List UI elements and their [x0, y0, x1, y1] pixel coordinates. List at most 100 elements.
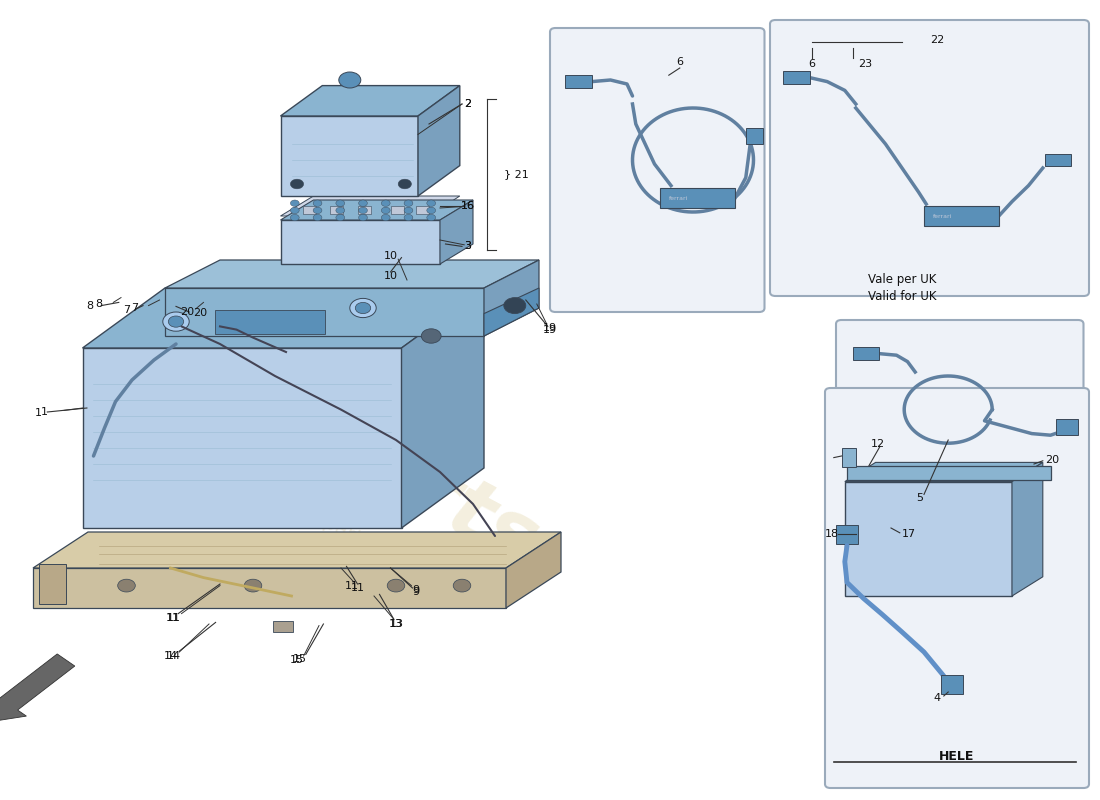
Text: 15: 15 — [290, 655, 304, 665]
Text: 23: 23 — [858, 59, 872, 69]
Text: 6: 6 — [808, 59, 815, 69]
Bar — [783, 71, 810, 84]
Polygon shape — [82, 288, 484, 348]
FancyBboxPatch shape — [770, 20, 1089, 296]
Text: 9: 9 — [412, 587, 419, 597]
Polygon shape — [1012, 462, 1043, 596]
Circle shape — [290, 214, 299, 221]
Text: 4: 4 — [934, 693, 940, 702]
Circle shape — [427, 214, 436, 221]
Text: 1: 1 — [41, 407, 47, 417]
Text: ferrari: ferrari — [669, 196, 689, 201]
Text: 18: 18 — [825, 530, 839, 539]
Bar — [390, 206, 404, 214]
Circle shape — [336, 207, 344, 214]
Text: 19: 19 — [543, 325, 557, 334]
Bar — [273, 621, 293, 632]
Text: 13: 13 — [389, 619, 403, 629]
Circle shape — [336, 200, 344, 206]
Bar — [1045, 154, 1071, 166]
Bar — [302, 206, 316, 214]
Polygon shape — [33, 532, 561, 568]
Circle shape — [359, 200, 367, 206]
Circle shape — [504, 298, 526, 314]
Bar — [1056, 419, 1078, 435]
Polygon shape — [418, 86, 460, 196]
Text: 1: 1 — [35, 408, 42, 418]
Circle shape — [339, 72, 361, 88]
Bar — [416, 206, 429, 214]
Polygon shape — [280, 116, 418, 196]
Text: 11: 11 — [167, 613, 180, 622]
Text: 16: 16 — [461, 202, 474, 211]
Polygon shape — [484, 288, 539, 336]
Bar — [836, 525, 858, 544]
Text: ferrari: ferrari — [933, 214, 953, 218]
Circle shape — [244, 579, 262, 592]
Circle shape — [427, 200, 436, 206]
Circle shape — [336, 214, 344, 221]
Text: 7: 7 — [131, 303, 138, 313]
Text: 9: 9 — [412, 586, 419, 595]
Bar — [852, 347, 879, 360]
Text: Vale per UK: Vale per UK — [868, 274, 936, 286]
Bar — [746, 128, 763, 144]
Text: 16: 16 — [461, 202, 474, 211]
Text: 22: 22 — [931, 35, 944, 45]
Circle shape — [163, 312, 189, 331]
Text: 3: 3 — [464, 242, 471, 251]
Circle shape — [421, 329, 441, 343]
FancyArrow shape — [0, 654, 75, 722]
Text: 8: 8 — [87, 301, 94, 310]
Text: 10: 10 — [384, 251, 397, 261]
Text: 20: 20 — [1045, 455, 1059, 465]
Polygon shape — [402, 288, 484, 528]
Text: 12: 12 — [871, 439, 884, 449]
Circle shape — [398, 179, 411, 189]
Circle shape — [359, 214, 367, 221]
Bar — [358, 206, 371, 214]
Polygon shape — [484, 260, 539, 336]
Text: HELE: HELE — [939, 750, 975, 762]
Polygon shape — [82, 348, 402, 528]
Text: 17: 17 — [902, 530, 916, 539]
Text: 2: 2 — [464, 99, 471, 109]
Bar — [214, 310, 324, 334]
Text: 14: 14 — [164, 651, 177, 661]
Text: 15: 15 — [294, 654, 307, 664]
Circle shape — [404, 207, 412, 214]
Text: 3: 3 — [464, 242, 471, 251]
Circle shape — [168, 316, 184, 327]
Polygon shape — [506, 532, 561, 608]
Text: 5: 5 — [916, 493, 923, 502]
Circle shape — [314, 214, 322, 221]
Bar — [847, 466, 1050, 480]
Polygon shape — [39, 564, 66, 604]
Text: 6: 6 — [676, 58, 683, 67]
Text: 11: 11 — [166, 613, 179, 622]
Circle shape — [404, 214, 412, 221]
Text: Valid for UK: Valid for UK — [868, 290, 936, 302]
Circle shape — [382, 207, 390, 214]
Text: 11: 11 — [345, 581, 359, 590]
Circle shape — [350, 298, 376, 318]
Text: a premier parts since 1985: a premier parts since 1985 — [231, 466, 473, 606]
Bar — [565, 75, 592, 88]
Polygon shape — [440, 200, 473, 264]
Polygon shape — [842, 448, 856, 467]
Text: 11: 11 — [351, 583, 364, 593]
Circle shape — [387, 579, 405, 592]
Polygon shape — [165, 260, 539, 288]
Circle shape — [359, 207, 367, 214]
Text: 10: 10 — [384, 271, 397, 281]
Polygon shape — [280, 86, 460, 116]
Text: europärts: europärts — [107, 295, 553, 585]
Text: 20: 20 — [194, 308, 208, 318]
Circle shape — [382, 214, 390, 221]
Bar — [924, 206, 999, 226]
Polygon shape — [209, 304, 390, 336]
FancyBboxPatch shape — [825, 388, 1089, 788]
Bar — [660, 188, 735, 208]
Text: 7: 7 — [123, 305, 130, 314]
FancyBboxPatch shape — [836, 320, 1084, 516]
